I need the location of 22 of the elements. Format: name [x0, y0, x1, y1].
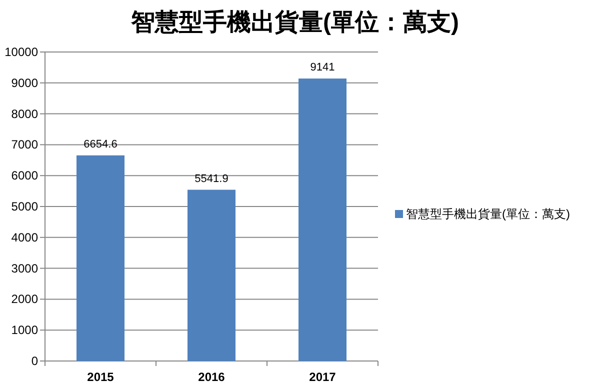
y-tick-label: 5000	[11, 200, 38, 214]
data-label: 6654.6	[84, 138, 118, 150]
y-tick-label: 1000	[11, 323, 38, 338]
y-tick-label: 6000	[11, 168, 38, 183]
bar	[298, 78, 346, 361]
x-tick-label: 2016	[198, 370, 226, 384]
y-tick-label: 4000	[11, 230, 38, 244]
x-tick-label: 2015	[87, 370, 114, 384]
chart-title: 智慧型手機出貨量(單位：萬支)	[130, 9, 459, 36]
y-tick-label: 7000	[11, 138, 38, 152]
y-tick-label: 8000	[11, 106, 38, 121]
y-tick-label: 3000	[11, 261, 38, 276]
bar	[188, 190, 236, 361]
y-tick-label: 9000	[11, 76, 38, 90]
data-label: 9141	[310, 62, 335, 74]
bar	[76, 155, 124, 361]
x-tick-label: 2017	[309, 370, 336, 384]
y-tick-label: 2000	[11, 292, 38, 306]
legend-label: 智慧型手機出貨量(單位：萬支)	[406, 207, 570, 221]
y-tick-label: 0	[31, 354, 38, 368]
data-label: 5541.9	[194, 172, 228, 185]
y-tick-label: 10000	[4, 45, 38, 59]
